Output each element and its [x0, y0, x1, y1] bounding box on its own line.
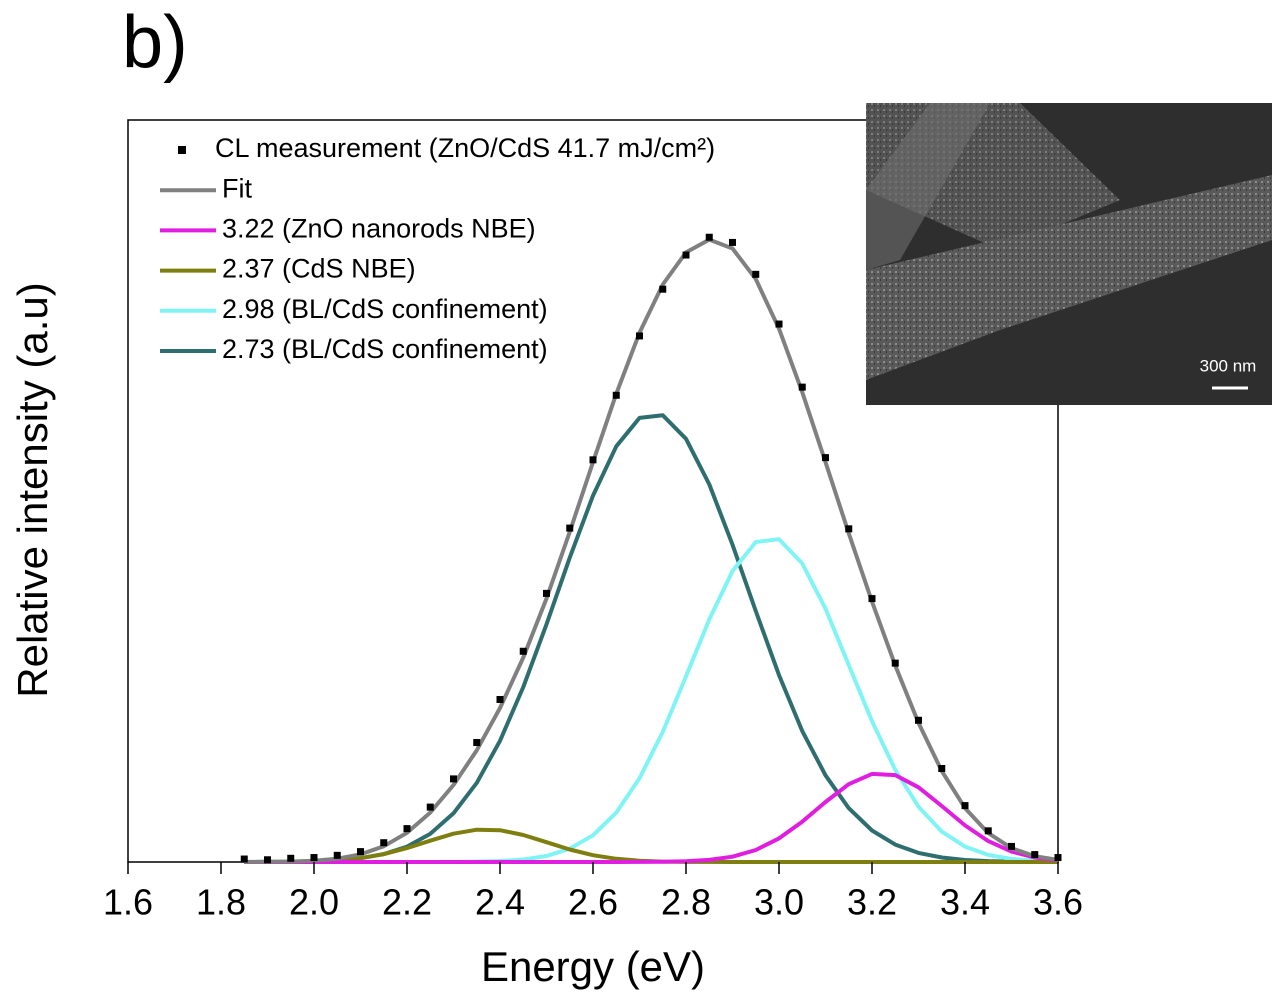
data-point — [612, 391, 620, 399]
data-point — [915, 716, 922, 724]
data-point — [705, 233, 713, 241]
data-point — [1031, 851, 1039, 859]
data-point — [566, 524, 574, 532]
data-point — [752, 270, 760, 278]
data-point — [775, 320, 783, 328]
data-point — [333, 851, 341, 859]
x-tick-label: 2.4 — [475, 882, 525, 923]
data-point — [426, 803, 434, 811]
legend-label: Fit — [222, 173, 252, 203]
data-point — [984, 827, 992, 835]
data-point — [543, 589, 550, 597]
data-point — [1008, 842, 1015, 850]
legend-label: CL measurement (ZnO/CdS 41.7 mJ/cm²) — [215, 133, 715, 163]
x-tick-label: 2.6 — [568, 882, 618, 923]
data-point — [798, 383, 806, 391]
data-point — [589, 456, 597, 464]
data-point — [891, 659, 899, 667]
y-axis-title: Relative intensity (a.u) — [9, 282, 56, 698]
x-tick-label: 2.8 — [661, 882, 711, 923]
x-tick-label: 3.2 — [847, 882, 897, 923]
data-point — [473, 739, 481, 747]
data-point — [636, 332, 643, 340]
data-point — [357, 848, 364, 856]
data-point — [868, 595, 876, 603]
data-point — [682, 251, 690, 259]
x-tick-label: 3.4 — [940, 882, 990, 923]
x-tick-label: 2.0 — [289, 882, 339, 923]
data-point — [1054, 854, 1062, 862]
series-line — [244, 771, 1059, 864]
data-point — [380, 839, 388, 847]
x-tick-label: 3.6 — [1033, 882, 1083, 923]
legend-label: 3.22 (ZnO nanorods NBE) — [222, 214, 536, 244]
inset-image: 300 nm — [866, 103, 1272, 405]
legend-label: 2.73 (BL/CdS confinement) — [222, 334, 548, 364]
data-point — [264, 856, 271, 864]
nanorod — [866, 103, 990, 270]
nanorod — [866, 175, 1272, 380]
data-point — [240, 855, 248, 863]
data-point — [403, 825, 411, 833]
x-tick-label: 1.8 — [196, 882, 246, 923]
data-point — [519, 647, 527, 655]
data-point — [287, 854, 295, 862]
data-point — [310, 854, 318, 862]
data-point — [845, 525, 853, 533]
legend-marker — [178, 146, 186, 154]
series-line — [244, 413, 1058, 864]
data-point — [822, 454, 829, 462]
series-line — [244, 237, 1059, 864]
data-point — [961, 802, 969, 810]
plot-area — [240, 233, 1062, 864]
series-line — [244, 537, 1059, 864]
x-tick-label: 3.0 — [754, 882, 804, 923]
x-tick-label: 1.6 — [103, 882, 153, 923]
scale-label: 300 nm — [1200, 356, 1257, 375]
x-tick-label: 2.2 — [382, 882, 432, 923]
legend-label: 2.98 (BL/CdS confinement) — [222, 294, 548, 324]
data-point — [496, 696, 504, 704]
data-point — [938, 765, 946, 773]
panel-label: b) — [122, 1, 188, 84]
data-point — [450, 775, 457, 783]
data-point — [659, 285, 667, 293]
x-axis-title: Energy (eV) — [481, 943, 705, 990]
legend-label: 2.37 (CdS NBE) — [222, 254, 416, 284]
data-point — [729, 238, 736, 246]
